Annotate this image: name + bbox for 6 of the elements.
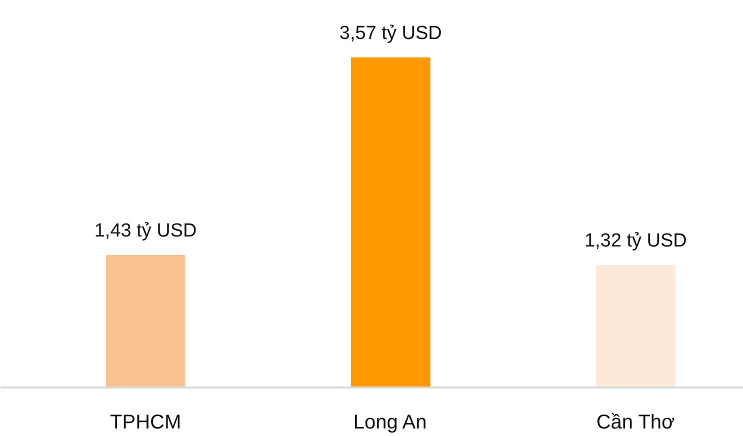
x-tick-label: Cần Thơ xyxy=(596,412,675,434)
data-label: 1,32 tỷ USD xyxy=(584,230,687,252)
data-label: 3,57 tỷ USD xyxy=(339,22,442,44)
x-tick-label: Long An xyxy=(353,412,427,434)
x-tick-label: TPHCM xyxy=(110,412,182,434)
data-label: 1,43 tỷ USD xyxy=(94,220,197,242)
